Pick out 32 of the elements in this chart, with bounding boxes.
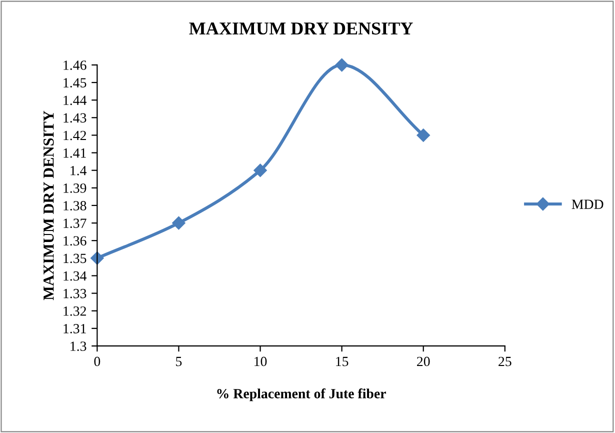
x-tick-label: 15: [336, 356, 348, 366]
y-tick-label: 1.3: [70, 342, 86, 351]
point: [335, 58, 348, 72]
point: [90, 252, 104, 265]
point: [254, 164, 267, 177]
y-tick-label: 1.35: [64, 254, 86, 264]
y-tick-label: 1.43: [64, 113, 86, 123]
y-tick-label: 1.42: [64, 130, 86, 140]
legend-label: MDD: [572, 200, 604, 209]
y-axis-title: MAXIMUM DRY DENSITY: [44, 110, 54, 300]
x-tick-label: 0: [94, 356, 100, 366]
y-tick-label: 1.45: [64, 78, 86, 88]
y-tick-label: 1.37: [64, 218, 86, 228]
y-tick-label: 1.32: [64, 306, 86, 316]
y-tick-label: 1.4: [70, 166, 87, 176]
y-tick-label: 1.44: [64, 96, 87, 106]
y-tick-label: 1.33: [64, 288, 86, 298]
chart-title: MAXIMUM DRY DENSITY: [189, 22, 413, 35]
y-tick-label: 1.36: [64, 236, 86, 246]
point: [416, 128, 430, 142]
y-tick-label: 1.46: [64, 60, 86, 70]
x-tick-label: 10: [254, 356, 267, 366]
y-tick-label: 1.41: [64, 148, 86, 158]
x-tick-label: 5: [176, 356, 182, 366]
y-tick-label: 1.31: [64, 324, 86, 334]
y-tick-label: 1.38: [64, 201, 86, 210]
x-tick-label: 20: [417, 356, 430, 366]
y-tick-label: 1.39: [64, 184, 86, 193]
x-tick-label: 25: [498, 356, 512, 366]
x-axis-title: % Replacement of Jute fiber: [217, 388, 386, 402]
point: [172, 216, 186, 230]
y-tick-label: 1.34: [64, 271, 87, 281]
